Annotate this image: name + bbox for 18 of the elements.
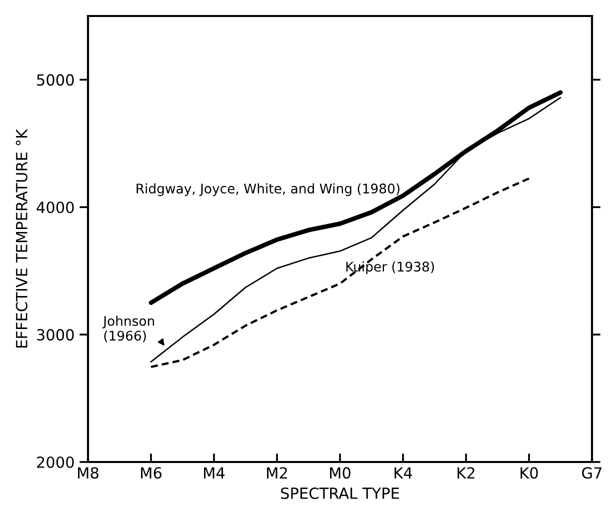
x-tick-label: M8 (78, 467, 98, 479)
y-tick-label: 2000 (37, 456, 74, 468)
x-tick-label: M4 (204, 467, 225, 478)
x-tick-label: M0 (330, 467, 350, 479)
x-tick-label: M6 (141, 467, 162, 479)
series-label: Ridgway, Joyce, White, and Wing (1980) (136, 183, 400, 196)
x-tick-label: M2 (267, 467, 287, 478)
x-tick-label: K2 (458, 467, 474, 478)
series-label: Kuiper (1938) (346, 261, 434, 274)
y-tick-label: 4000 (36, 202, 74, 214)
x-tick-label: K0 (520, 467, 538, 479)
y-tick-label: 3000 (37, 329, 74, 341)
y-axis-title: EFFECTIVE TEMPERATURE °K (16, 128, 28, 348)
series-label: Johnson (1966) (102, 316, 154, 342)
x-axis-title: SPECTRAL TYPE (281, 487, 399, 500)
x-tick-label: K4 (394, 467, 412, 478)
y-tick-label: 5000 (37, 74, 74, 86)
x-tick-label: G7 (582, 467, 602, 479)
